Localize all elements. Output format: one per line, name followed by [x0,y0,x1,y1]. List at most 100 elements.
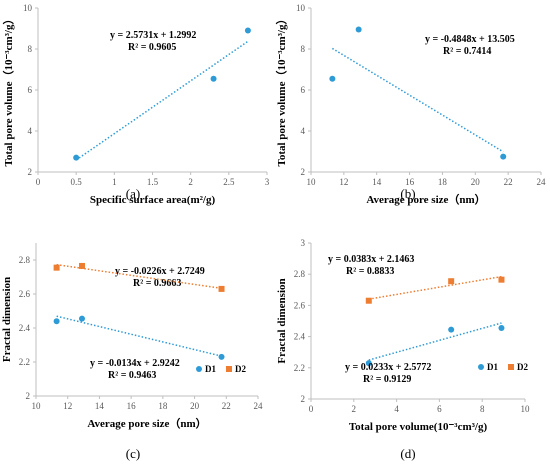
y-axis-title: Fractal dimension [276,278,288,363]
data-point-circle [448,326,455,333]
y-tick-label: 2.2 [19,357,30,367]
trend-r-squared: R² = 0.7414 [443,46,491,57]
legend-label: D2 [235,364,246,374]
y-tick-label: 10 [23,3,33,13]
data-point-circle [329,75,336,82]
x-tick-label: 6 [437,404,442,414]
trendline [368,275,502,300]
y-tick-label: 2.8 [294,269,306,279]
panel-label: (b) [400,186,415,201]
trend-equation: y = 0.0233x + 2.5772 [345,362,431,373]
x-tick-label: 16 [127,401,137,411]
data-point-circle [53,318,60,325]
y-tick-label: 2.8 [19,255,31,265]
x-tick-label: 0 [309,404,314,414]
y-tick-label: 2.2 [294,363,305,373]
y-tick-label: 3 [301,238,306,248]
x-axis-title: Total pore volume(10⁻³cm³/g) [349,421,488,433]
x-tick-label: 20 [190,401,200,411]
y-axis-title: Total pore volume（10⁻³cm³/g） [275,14,288,167]
x-axis-title: Average pore size（nm） [87,417,206,430]
trend-r-squared: R² = 0.9605 [128,42,176,53]
x-tick-label: 22 [504,177,513,187]
legend-swatch-circle [196,366,202,372]
data-point-circle [244,27,251,34]
x-tick-label: 14 [372,177,382,187]
x-tick-label: 0 [36,177,41,187]
y-tick-label: 8 [301,44,306,54]
y-tick-label: 6 [28,85,33,95]
x-tick-label: 2 [352,404,357,414]
y-tick-label: 2 [301,394,306,404]
panel-label: (a) [126,186,140,201]
y-tick-label: 4 [301,126,306,136]
data-point-circle [355,26,362,33]
x-tick-label: 4 [394,404,399,414]
x-tick-label: 10 [32,401,42,411]
trend-r-squared: R² = 0.9129 [363,374,411,385]
trend-r-squared: R² = 0.8833 [346,266,394,277]
x-tick-label: 10 [521,404,531,414]
data-point-circle [210,75,217,82]
trend-r-squared: R² = 0.9463 [108,370,156,381]
x-tick-label: 8 [480,404,485,414]
y-tick-label: 6 [301,85,306,95]
x-tick-label: 16 [405,177,415,187]
data-point-square [448,278,455,285]
x-tick-label: 22 [222,401,231,411]
y-tick-label: 2.4 [19,323,31,333]
trendline [368,322,502,361]
data-point-circle [78,315,85,322]
x-axis-title: Specific surface area(m²/g) [90,194,216,206]
panel-a: 0 0.5 1 1.5 2 2.5 3 2 4 6 8 10 Specific surface area… [2,3,270,206]
panel-c: 10 12 14 16 18 20 22 24 2 2.2 2.4 2.6 2.8 Average por… [1,243,263,461]
data-point-circle [498,325,505,332]
data-point-square [218,285,225,292]
data-point-circle [218,353,225,360]
data-point-circle [73,154,80,161]
trend-equation: y = -0.0226x + 2.7249 [115,266,205,277]
x-tick-label: 14 [95,401,105,411]
trend-equation: y = -0.0134x + 2.9242 [90,358,180,369]
y-axis-title: Total pore volume（10⁻³cm³/g） [2,14,15,167]
trendline [56,315,222,357]
y-tick-label: 2 [301,167,306,177]
trend-equation: y = 2.5731x + 1.2992 [110,30,196,41]
x-tick-label: 12 [63,401,72,411]
x-tick-label: 20 [471,177,481,187]
x-tick-label: 0.5 [71,177,83,187]
x-tick-label: 1.5 [147,177,159,187]
legend-swatch-square [508,364,514,370]
x-tick-label: 12 [339,177,348,187]
data-point-circle [365,360,372,367]
x-tick-label: 1 [112,177,117,187]
x-tick-label: 2 [188,177,193,187]
y-tick-label: 8 [28,44,33,54]
trendline [75,40,249,161]
x-tick-label: 3 [265,177,270,187]
y-tick-label: 2.4 [294,332,306,342]
legend-label: D1 [205,364,216,374]
x-tick-label: 10 [307,177,317,187]
panel-label: (c) [126,446,140,461]
data-point-square [498,276,505,283]
x-tick-label: 18 [158,401,168,411]
y-tick-label: 10 [296,3,306,13]
y-tick-label: 2.6 [294,300,306,310]
data-point-circle [500,153,507,160]
trend-r-squared: R² = 0.9663 [133,278,181,289]
trendline [331,47,504,153]
data-point-square [53,264,60,271]
x-tick-label: 24 [537,177,547,187]
y-tick-label: 2 [28,167,33,177]
legend-label: D1 [487,362,498,372]
x-tick-label: 18 [438,177,448,187]
legend-swatch-square [226,366,232,372]
y-axis-title: Fractal dimension [1,277,13,362]
panel-label: (d) [400,446,415,461]
data-point-square [365,297,372,304]
trend-equation: y = 0.0383x + 2.1463 [328,254,414,265]
